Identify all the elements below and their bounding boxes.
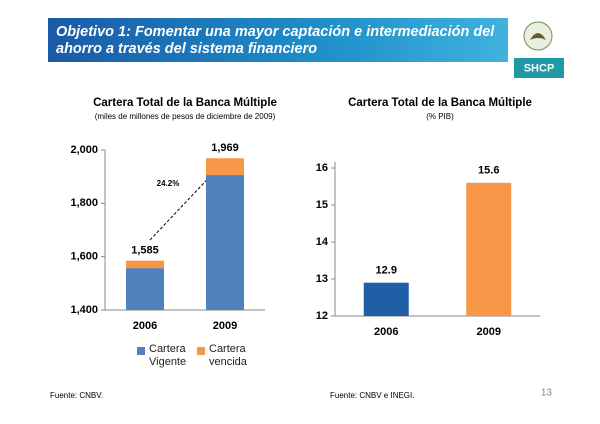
chart-subtitle: (% PIB) [426, 112, 454, 121]
bar-segment [126, 268, 164, 310]
x-tick-label: 2009 [477, 326, 501, 338]
legend-swatch [197, 347, 205, 355]
logo-text: SHCP [524, 62, 555, 74]
page-number: 13 [541, 388, 553, 399]
bar-segment [206, 175, 244, 310]
y-tick-label: 12 [316, 310, 328, 322]
source-note: Fuente: CNBV e INEGI. [330, 391, 414, 400]
bar [363, 282, 409, 316]
x-tick-label: 2006 [374, 326, 398, 338]
x-tick-label: 2009 [213, 320, 237, 332]
legend-label: Cartera vencida [209, 343, 247, 368]
chart-title: Cartera Total de la Banca Múltiple [93, 97, 277, 109]
logo-eagle [530, 33, 546, 40]
logo-box [514, 58, 564, 78]
bar [466, 182, 512, 316]
y-tick-label: 16 [316, 162, 328, 174]
annotation: 24.2% [157, 179, 180, 188]
growth-arrow [149, 164, 222, 241]
y-tick-label: 13 [316, 273, 328, 285]
bar-segment [126, 260, 164, 269]
y-tick-label: 1,800 [70, 197, 98, 209]
value-label: 15.6 [478, 165, 499, 177]
x-tick-label: 2006 [133, 320, 157, 332]
y-tick-label: 1,600 [70, 251, 98, 263]
header-title: Objetivo 1: Fomentar una mayor captación… [56, 24, 495, 57]
chart-subtitle: (miles de millones de pesos de diciembre… [95, 112, 276, 121]
bar-segment [206, 158, 244, 176]
y-tick-label: 2,000 [70, 144, 98, 156]
legend-label: Cartera Vigente [149, 343, 187, 368]
y-tick-label: 15 [316, 199, 328, 211]
y-tick-label: 14 [316, 236, 329, 248]
value-label: 12.9 [376, 265, 397, 277]
total-label: 1,585 [131, 245, 159, 257]
chart-title: Cartera Total de la Banca Múltiple [348, 97, 532, 109]
legend-swatch [137, 347, 145, 355]
total-label: 1,969 [211, 142, 239, 154]
header-band [48, 18, 508, 62]
y-tick-label: 1,400 [70, 304, 98, 316]
source-note: Fuente: CNBV. [50, 391, 103, 400]
